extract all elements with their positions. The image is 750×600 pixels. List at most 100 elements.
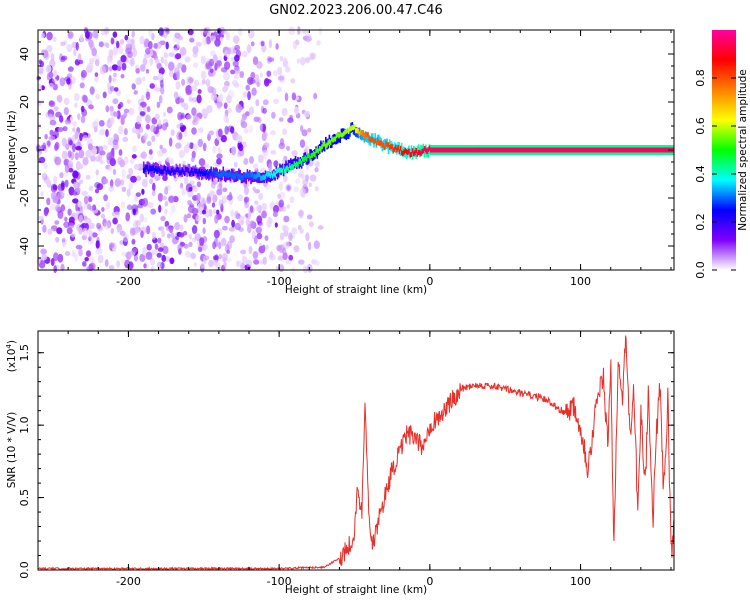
spectrogram-noise-blob [66,43,73,53]
spectrogram-ridge-core [406,150,409,155]
spectrogram-noise-blob [189,37,195,43]
spectrogram-noise-blob [84,217,92,225]
spectrogram-noise-blob [223,113,228,123]
spectrogram-ridge-core [642,147,644,153]
spectrogram-noise-blob [281,206,287,212]
spectrogram-noise-blob [94,75,99,83]
spectrogram-noise-blob [60,180,65,188]
spectrogram-ridge-core [238,174,240,180]
spectrogram-ridge-core [464,147,467,153]
spectrogram-noise-blob [128,168,132,173]
spectrogram-noise-blob [107,82,111,90]
spectrogram-noise-blob [77,59,84,65]
spectrogram-noise-blob [67,31,74,39]
spectrogram-noise-blob [73,48,77,57]
spectrogram-ridge-halo [192,165,194,176]
spectrogram-noise-blob [222,225,228,231]
spectrogram-noise-blob [131,30,135,38]
spectrogram-noise-blob [67,150,72,159]
spectrogram-ridge-core [339,131,341,137]
spectrogram-noise-blob [44,133,48,140]
spectrogram-ridge-core [396,147,398,153]
spectrogram-noise-blob [236,260,240,268]
spectrogram-noise-blob [237,215,244,224]
spectrogram-noise-blob [172,195,179,203]
spectrogram-noise-blob [63,158,70,166]
spectrogram-noise-blob [279,55,284,62]
spectrogram-noise-blob [305,174,309,182]
spectrogram-x-label: Height of straight line (km) [285,284,427,296]
spectrogram-noise-blob [126,188,131,197]
spectrogram-noise-blob [68,160,74,170]
spectrogram-noise-blob [74,131,79,140]
spectrogram-noise-blob [238,260,243,267]
spectrogram-ridge-halo [309,149,311,160]
spectrogram-ridge-core [663,147,666,153]
spectrogram-noise-blob [237,194,244,202]
spectrogram-noise-blob [89,41,95,50]
spectrogram-ridge-core [656,147,659,153]
spectrogram-noise-blob [64,216,68,222]
spectrogram-noise-blob [68,167,74,173]
spectrogram-ridge-core [382,143,385,149]
spectrogram-noise-blob [135,77,141,86]
colorbar-tick-label: 0.0 [694,261,707,279]
spectrogram-noise-blob [68,216,75,224]
spectrogram-ridge-halo [290,158,292,169]
spectrogram-noise-blob [192,114,198,123]
spectrogram-ridge-core [384,145,386,151]
spectrogram-ridge-core [276,168,279,174]
spectrogram-noise-blob [150,124,157,133]
spectrogram-noise-blob [66,227,73,235]
spectrogram-ridge-core [603,147,606,153]
spectrogram-noise-blob [142,247,147,256]
spectrogram-ridge-core [447,147,450,153]
spectrogram-noise-blob [279,138,285,146]
spectrogram-noise-blob [188,77,194,83]
spectrogram-ridge-core [161,169,163,175]
spectrogram-noise-blob [242,141,247,149]
spectrogram-ridge-core [631,147,633,153]
spectrogram-noise-blob [143,135,148,140]
spectrogram-ridge-core [379,140,381,146]
spectrogram-ridge-core [175,167,178,173]
spectrogram-noise-blob [194,233,202,242]
spectrogram-ridge-core [488,147,491,153]
spectrogram-ridge-core [169,170,171,176]
spectrogram-ridge-core [288,163,291,168]
spectrogram-ridge-core [270,170,273,176]
spectrogram-ridge-core [639,147,642,153]
spectrogram-ridge-core [554,147,556,153]
spectrogram-ridge-core [228,172,231,178]
spectrogram-ridge-core [291,164,293,169]
spectrogram-noise-blob [112,77,117,83]
spectrogram-noise-blob [219,26,226,36]
spectrogram-ridge-core [275,168,278,174]
spectrogram-noise-blob [285,66,291,73]
spectrogram-noise-blob [233,35,240,44]
spectrogram-noise-blob [119,39,125,45]
spectrogram-noise-blob [161,195,168,201]
spectrogram-ridge-core [486,147,489,153]
spectrogram-ridge-core [638,147,640,153]
spectrogram-noise-blob [170,129,175,137]
spectrogram-ridge-core [545,147,548,153]
spectrogram-noise-blob [48,113,53,121]
spectrogram-noise-blob [314,161,320,168]
x-tick-label: -200 [116,575,141,588]
spectrogram-ridge-core [451,147,454,153]
y-tick-label: -40 [18,237,31,255]
spectrogram-noise-blob [281,107,288,117]
spectrogram-noise-blob [42,224,47,233]
spectrogram-noise-blob [233,66,241,75]
spectrogram-noise-blob [90,155,96,162]
spectrogram-noise-blob [89,222,95,230]
spectrogram-noise-blob [235,103,243,113]
spectrogram-noise-blob [121,186,127,192]
spectrogram-noise-blob [94,59,100,67]
spectrogram-ridge-halo [277,167,280,178]
spectrogram-noise-blob [215,209,220,215]
spectrogram-noise-blob [143,263,147,269]
spectrogram-ridge-core [422,148,425,154]
spectrogram-noise-blob [50,53,55,61]
